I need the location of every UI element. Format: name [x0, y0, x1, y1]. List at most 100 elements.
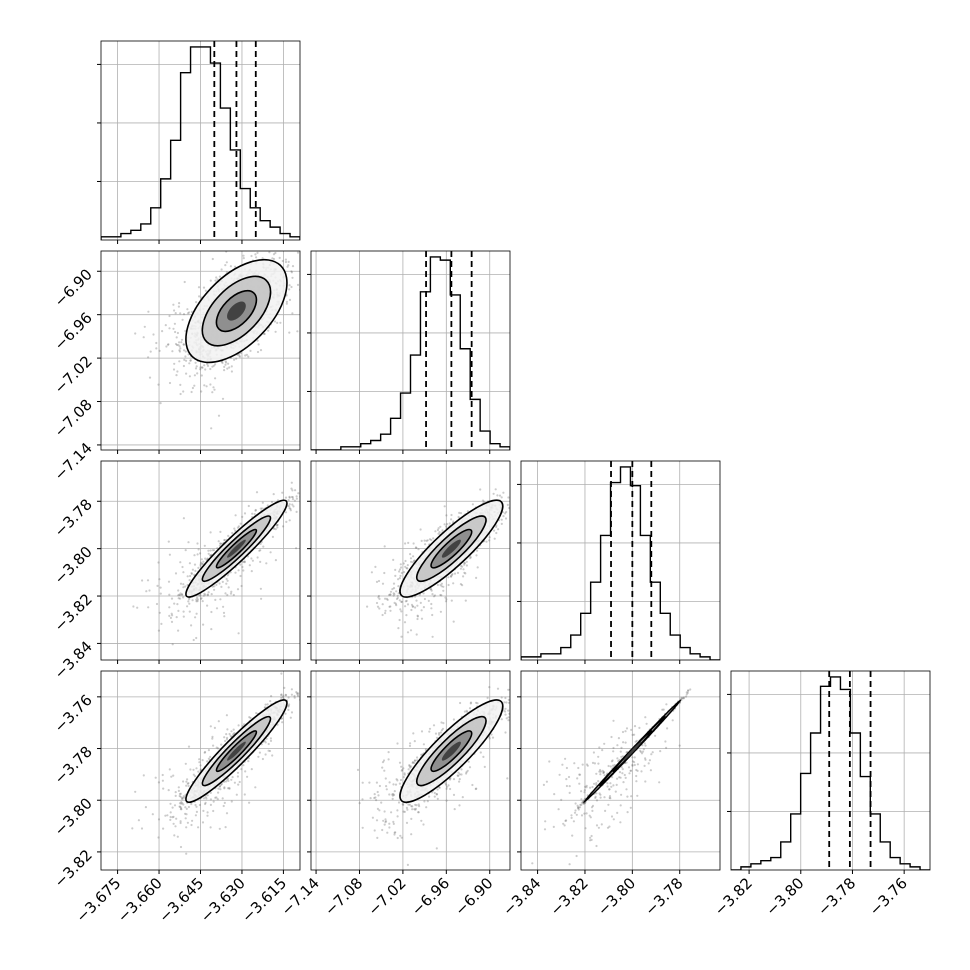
scatter-point: [399, 563, 402, 566]
scatter-point: [188, 362, 191, 365]
contour-group: [185, 499, 288, 598]
scatter-point: [223, 615, 226, 618]
scatter-point: [397, 578, 400, 581]
scatter-point: [176, 370, 179, 373]
scatter-point: [436, 583, 439, 587]
scatter-point: [216, 798, 219, 801]
scatter-point: [446, 523, 449, 526]
scatter-point: [284, 260, 288, 264]
scatter-point: [177, 609, 180, 613]
scatter-point: [177, 589, 180, 592]
scatter-point: [185, 372, 188, 375]
scatter-point: [376, 605, 380, 608]
scatter-point: [194, 616, 197, 619]
scatter-point: [182, 586, 185, 589]
scatter-point: [288, 519, 291, 522]
scatter-point: [143, 325, 146, 328]
scatter-point: [183, 280, 186, 284]
scatter-point: [223, 365, 226, 368]
scatter-point: [288, 331, 291, 334]
scatter-point: [274, 528, 277, 531]
scatter-point: [183, 349, 186, 352]
scatter-point: [201, 821, 205, 824]
scatter-point: [504, 517, 508, 520]
scatter-point: [256, 241, 258, 243]
scatter-point: [230, 370, 233, 373]
scatter-point: [178, 349, 181, 352]
scatter-point: [209, 531, 212, 534]
panel-2-0: −3.84−3.82−3.80−3.78: [51, 460, 301, 683]
axes-frame: [310, 460, 511, 661]
scatter-point: [179, 383, 182, 386]
scatter-point: [287, 260, 290, 263]
scatter-point: [395, 590, 398, 593]
scatter-point: [180, 341, 183, 344]
scatter-point: [449, 575, 452, 578]
scatter-point: [305, 279, 307, 281]
scatter-point: [288, 288, 291, 291]
scatter-point: [263, 332, 266, 336]
scatter-point: [389, 609, 392, 612]
scatter-point: [409, 629, 413, 632]
scatter-point: [211, 585, 214, 588]
scatter-point: [287, 264, 290, 267]
scatter-point: [274, 330, 277, 333]
scatter-point: [416, 615, 419, 618]
scatter-point: [258, 549, 261, 552]
scatter-point: [174, 572, 178, 575]
scatter-point: [134, 332, 137, 335]
scatter-point: [168, 614, 171, 618]
scatter-point: [414, 606, 417, 609]
scatter-point: [431, 613, 434, 617]
scatter-point: [182, 313, 186, 316]
scatter-point: [173, 602, 176, 605]
scatter-point: [199, 563, 202, 566]
scatter-point: [234, 571, 237, 574]
scatter-point: [184, 350, 187, 353]
scatter-point: [442, 585, 445, 588]
scatter-point: [290, 495, 293, 499]
scatter-point: [434, 530, 437, 533]
scatter-point: [270, 500, 274, 504]
scatter-point: [228, 366, 231, 369]
scatter-point: [183, 358, 186, 361]
scatter-point: [248, 564, 251, 567]
scatter-point: [436, 528, 439, 532]
scatter-point: [296, 283, 300, 286]
scatter-point: [400, 635, 403, 638]
scatter-point: [290, 481, 293, 484]
scatter-point: [176, 331, 179, 335]
scatter-point: [177, 343, 180, 347]
scatter-point: [388, 593, 391, 597]
scatter-point: [132, 605, 135, 608]
scatter-point: [404, 559, 407, 563]
scatter-point: [405, 599, 408, 603]
scatter-point: [225, 361, 228, 364]
scatter-point: [225, 261, 228, 264]
scatter-point: [200, 374, 203, 377]
scatter-point: [475, 554, 478, 557]
scatter-point: [394, 602, 397, 605]
scatter-point: [173, 834, 176, 837]
scatter-point: [431, 635, 434, 638]
scatter-point: [450, 574, 453, 577]
scatter-point: [214, 598, 217, 602]
scatter-point: [179, 592, 182, 595]
scatter-point: [200, 390, 203, 393]
scatter-point: [428, 538, 432, 541]
scatter-point: [226, 579, 229, 582]
scatter-point: [288, 507, 291, 510]
scatter-point: [397, 585, 400, 588]
scatter-point: [172, 368, 176, 371]
scatter-point: [206, 593, 209, 596]
scatter-point: [223, 538, 226, 542]
scatter-point: [433, 594, 437, 597]
scatter-point: [392, 582, 396, 585]
scatter-point: [271, 257, 274, 260]
scatter-point: [399, 608, 402, 611]
scatter-point: [182, 517, 185, 520]
scatter-point: [174, 791, 177, 794]
scatter-point: [179, 392, 182, 396]
scatter-point: [465, 560, 468, 563]
scatter-point: [234, 265, 237, 268]
